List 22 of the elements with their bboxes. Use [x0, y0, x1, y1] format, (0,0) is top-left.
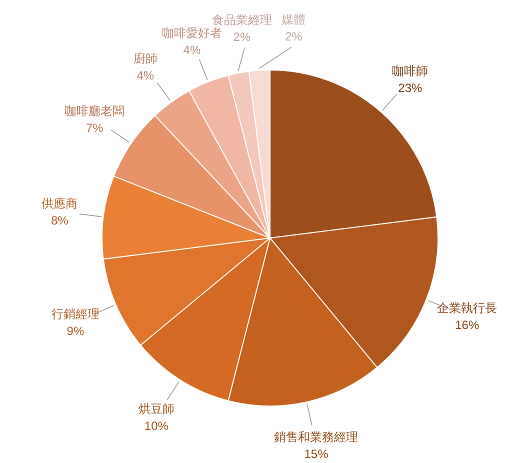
data-label: 2%	[284, 29, 303, 44]
slice-label: 行銷經理	[51, 307, 100, 322]
slice-label: 銷售和業務經理	[274, 430, 358, 444]
slice-label: 咖啡愛好者	[162, 26, 222, 40]
data-label: 23%	[398, 80, 423, 95]
slice-label: 廚師	[133, 51, 158, 66]
slice-label: 供應商	[42, 196, 78, 210]
data-label: 15%	[304, 446, 329, 461]
slice-label: 咖啡師	[392, 64, 428, 78]
data-label: 4%	[183, 42, 201, 57]
data-label: 10%	[144, 419, 169, 433]
data-label: 7%	[86, 120, 104, 135]
data-label: 9%	[66, 324, 84, 338]
data-label: 8%	[51, 213, 69, 228]
slice-label: 食品業經理	[212, 12, 272, 27]
slice-label: 咖啡廳老闆	[64, 104, 125, 118]
data-label: 2%	[233, 30, 251, 44]
data-label: 16%	[455, 318, 480, 332]
slice-label: 企業執行長	[437, 301, 498, 316]
slice-label: 媒體	[282, 12, 306, 26]
data-label: 4%	[136, 68, 154, 82]
slice-label: 烘豆師	[138, 402, 174, 416]
